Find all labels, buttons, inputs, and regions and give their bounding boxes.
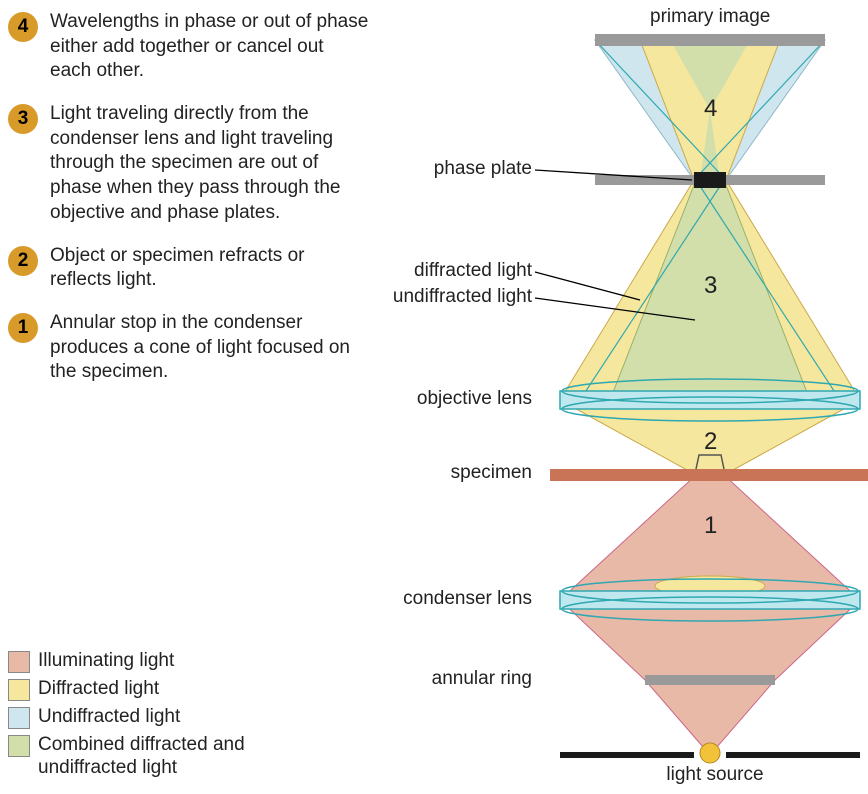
- legend-label: Combined diffracted and undiffracted lig…: [38, 733, 318, 781]
- region-num-4: 4: [704, 95, 717, 123]
- legend-swatch: [8, 735, 30, 757]
- label-light-source: light source: [660, 764, 770, 786]
- label-diffracted-light: diffracted light: [414, 260, 532, 282]
- left-panel: 4 Wavelengths in phase or out of phase ei…: [0, 0, 380, 794]
- label-objective-lens: objective lens: [417, 388, 532, 410]
- step-badge: 2: [8, 246, 38, 276]
- label-primary-image: primary image: [650, 6, 770, 28]
- legend-swatch: [8, 679, 30, 701]
- legend-label: Diffracted light: [38, 677, 159, 701]
- steps-list: 4 Wavelengths in phase or out of phase ei…: [8, 10, 370, 385]
- label-annular-ring: annular ring: [432, 668, 532, 690]
- step-item: 2 Object or specimen refracts or reflects…: [8, 244, 370, 293]
- step-text: Wavelengths in phase or out of phase eit…: [50, 10, 370, 84]
- region-num-2: 2: [704, 428, 717, 456]
- step-item: 4 Wavelengths in phase or out of phase ei…: [8, 10, 370, 84]
- step-text: Annular stop in the condenser produces a…: [50, 311, 370, 385]
- legend-item: Undiffracted light: [8, 705, 318, 729]
- legend-swatch: [8, 651, 30, 673]
- legend-item: Combined diffracted and undiffracted lig…: [8, 733, 318, 781]
- legend-label: Undiffracted light: [38, 705, 180, 729]
- diagram-panel: primary image phase plate diffracted lig…: [380, 0, 868, 794]
- label-phase-plate: phase plate: [434, 158, 532, 180]
- label-specimen: specimen: [451, 462, 532, 484]
- label-undiffracted-light: undiffracted light: [393, 286, 532, 308]
- legend-item: Illuminating light: [8, 649, 318, 673]
- region-num-3: 3: [704, 272, 717, 300]
- label-condenser-lens: condenser lens: [403, 588, 532, 610]
- legend-swatch: [8, 707, 30, 729]
- step-item: 1 Annular stop in the condenser produces …: [8, 311, 370, 385]
- step-item: 3 Light traveling directly from the conde…: [8, 102, 370, 225]
- legend-label: Illuminating light: [38, 649, 174, 673]
- region-num-1: 1: [704, 512, 717, 540]
- step-badge: 4: [8, 12, 38, 42]
- legend-item: Diffracted light: [8, 677, 318, 701]
- step-text: Light traveling directly from the conden…: [50, 102, 370, 225]
- legend: Illuminating light Diffracted light Undiff…: [8, 649, 318, 785]
- step-badge: 3: [8, 104, 38, 134]
- step-badge: 1: [8, 313, 38, 343]
- step-text: Object or specimen refracts or reflects …: [50, 244, 370, 293]
